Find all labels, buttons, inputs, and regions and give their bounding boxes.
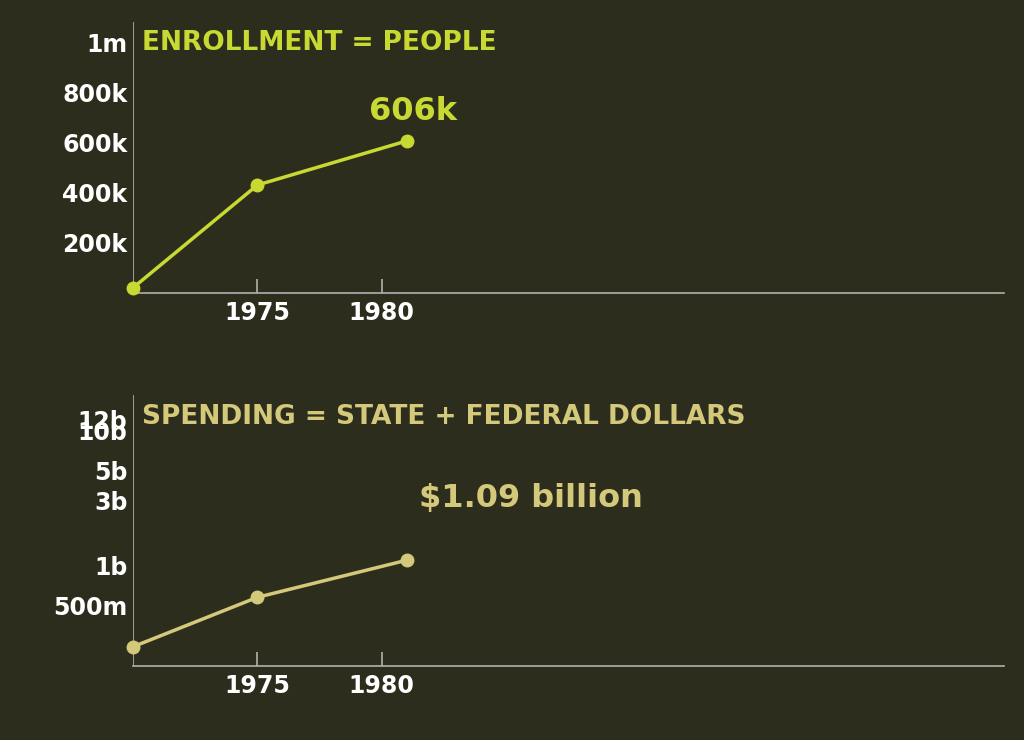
Text: ENROLLMENT = PEOPLE: ENROLLMENT = PEOPLE xyxy=(141,30,497,56)
Text: SPENDING = STATE + FEDERAL DOLLARS: SPENDING = STATE + FEDERAL DOLLARS xyxy=(141,403,745,430)
Text: $1.09 billion: $1.09 billion xyxy=(419,483,643,514)
Text: 606k: 606k xyxy=(370,96,458,127)
